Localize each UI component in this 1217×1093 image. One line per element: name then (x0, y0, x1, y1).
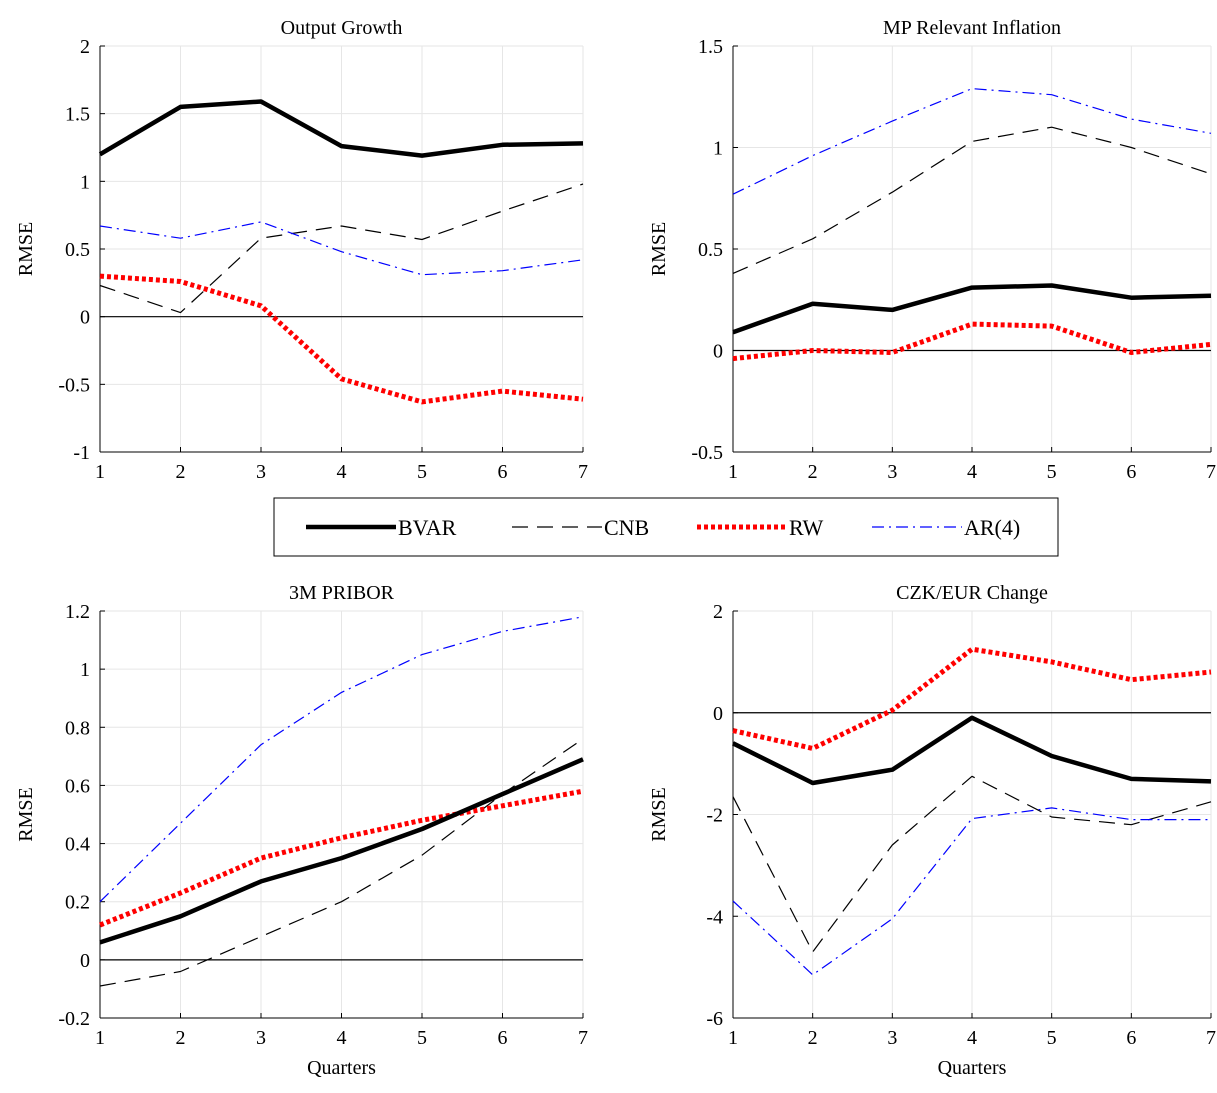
x-tick-label: 3 (256, 461, 266, 483)
y-tick-label: -1 (73, 442, 90, 464)
y-axis-label: RMSE (15, 222, 37, 276)
x-tick-label: 1 (728, 461, 738, 483)
series-line-ar-4 (99, 221, 584, 276)
x-tick-label: 6 (498, 461, 508, 483)
y-tick-label: 1 (80, 659, 90, 681)
y-tick-label: -6 (706, 1008, 723, 1030)
chart-panel-3m-pribor: 1 2 3 4 5 6 7 -0.2 0 0.2 0.4 0.6 0.8 1 1.2 3M PRIBOR RMS… (15, 582, 588, 1079)
y-tick-label: -0.5 (58, 374, 90, 396)
series-line-ar-4 (99, 616, 584, 903)
y-tick-label: 0.2 (65, 892, 90, 914)
y-tick-label: 0.8 (65, 717, 90, 739)
y-tick-label: 0 (80, 950, 90, 972)
x-tick-label: 7 (1206, 1027, 1216, 1049)
y-tick-label: 0.5 (65, 239, 90, 261)
x-tick-label: 7 (1206, 461, 1216, 483)
x-tick-label: 2 (808, 1027, 818, 1049)
series-line-rw (732, 321, 1212, 362)
chart-title: CZK/EUR Change (896, 582, 1048, 604)
x-tick-label: 1 (728, 1027, 738, 1049)
y-tick-label: 0.5 (698, 239, 723, 261)
chart-title: 3M PRIBOR (289, 582, 395, 604)
y-tick-label: 0 (713, 703, 723, 725)
x-tick-label: 4 (337, 461, 347, 483)
y-tick-label: 1.5 (65, 104, 90, 126)
x-tick-label: 7 (578, 461, 588, 483)
y-tick-label: 0 (80, 307, 90, 329)
y-axis-label: RMSE (15, 787, 37, 841)
chart-panel-czk-eur-change: 1 2 3 4 5 6 7 -6 -4 -2 0 2 CZK/EUR Change RMSE Quarter… (648, 582, 1216, 1079)
x-tick-label: 4 (967, 461, 977, 483)
series-line-bvar (731, 715, 1212, 786)
x-tick-label: 1 (95, 461, 105, 483)
series-line-rw (99, 273, 584, 405)
y-tick-label: 1.5 (698, 36, 723, 58)
y-tick-label: 2 (80, 36, 90, 58)
x-tick-label: 2 (808, 461, 818, 483)
y-tick-label: -0.2 (58, 1008, 90, 1030)
x-tick-label: 5 (417, 461, 427, 483)
y-tick-label: 0.4 (65, 834, 90, 856)
series-line-bvar (98, 99, 584, 158)
x-tick-label: 6 (498, 1027, 508, 1049)
x-tick-label: 6 (1126, 461, 1136, 483)
series-line-cnb (732, 126, 1212, 274)
y-tick-label: 0 (713, 341, 723, 363)
x-tick-label: 5 (417, 1027, 427, 1049)
y-tick-label: 1 (80, 171, 90, 193)
legend-label-bvar: BVAR (398, 515, 457, 540)
series-line-rw (99, 788, 584, 928)
x-tick-label: 3 (887, 461, 897, 483)
x-tick-label: 2 (176, 461, 186, 483)
y-tick-label: -4 (706, 906, 723, 928)
x-tick-label: 5 (1047, 1027, 1057, 1049)
y-axis-label: RMSE (648, 787, 670, 841)
x-axis-label: Quarters (307, 1057, 376, 1079)
y-tick-label: 1.2 (65, 601, 90, 623)
chart-panel-mp-relevant-inflation: 1 2 3 4 5 6 7 -0.5 0 0.5 1 1.5 MP Relevant Inflation… (648, 17, 1216, 483)
series-line-cnb (732, 775, 1212, 953)
chart-title: MP Relevant Inflation (883, 17, 1061, 39)
legend-label-rw: RW (789, 515, 823, 540)
x-tick-label: 4 (967, 1027, 977, 1049)
y-tick-label: -2 (706, 805, 723, 827)
legend-label-ar-4: AR(4) (964, 515, 1020, 540)
chart-title: Output Growth (281, 17, 403, 39)
x-tick-label: 3 (256, 1027, 266, 1049)
y-tick-label: -0.5 (691, 442, 723, 464)
x-tick-label: 5 (1047, 461, 1057, 483)
chart-panel-output-growth: 1 2 3 4 5 6 7 -1 -0.5 0 0.5 1 1.5 2 Output Growth RMSE (15, 17, 588, 483)
x-tick-label: 7 (578, 1027, 588, 1049)
series-line-bvar (732, 283, 1212, 335)
y-axis-label: RMSE (648, 222, 670, 276)
x-tick-label: 3 (887, 1027, 897, 1049)
series-line-cnb (99, 183, 584, 314)
legend-label-cnb: CNB (604, 515, 649, 540)
y-tick-label: 1 (713, 138, 723, 160)
x-tick-label: 6 (1126, 1027, 1136, 1049)
x-axis-label: Quarters (938, 1057, 1007, 1079)
y-tick-label: 2 (713, 601, 723, 623)
x-tick-label: 1 (95, 1027, 105, 1049)
x-tick-label: 4 (337, 1027, 347, 1049)
y-tick-label: 0.6 (65, 775, 90, 797)
legend: BVAR CNB RW AR(4) (273, 497, 1059, 557)
x-tick-label: 2 (176, 1027, 186, 1049)
series-line-bvar (99, 757, 584, 945)
